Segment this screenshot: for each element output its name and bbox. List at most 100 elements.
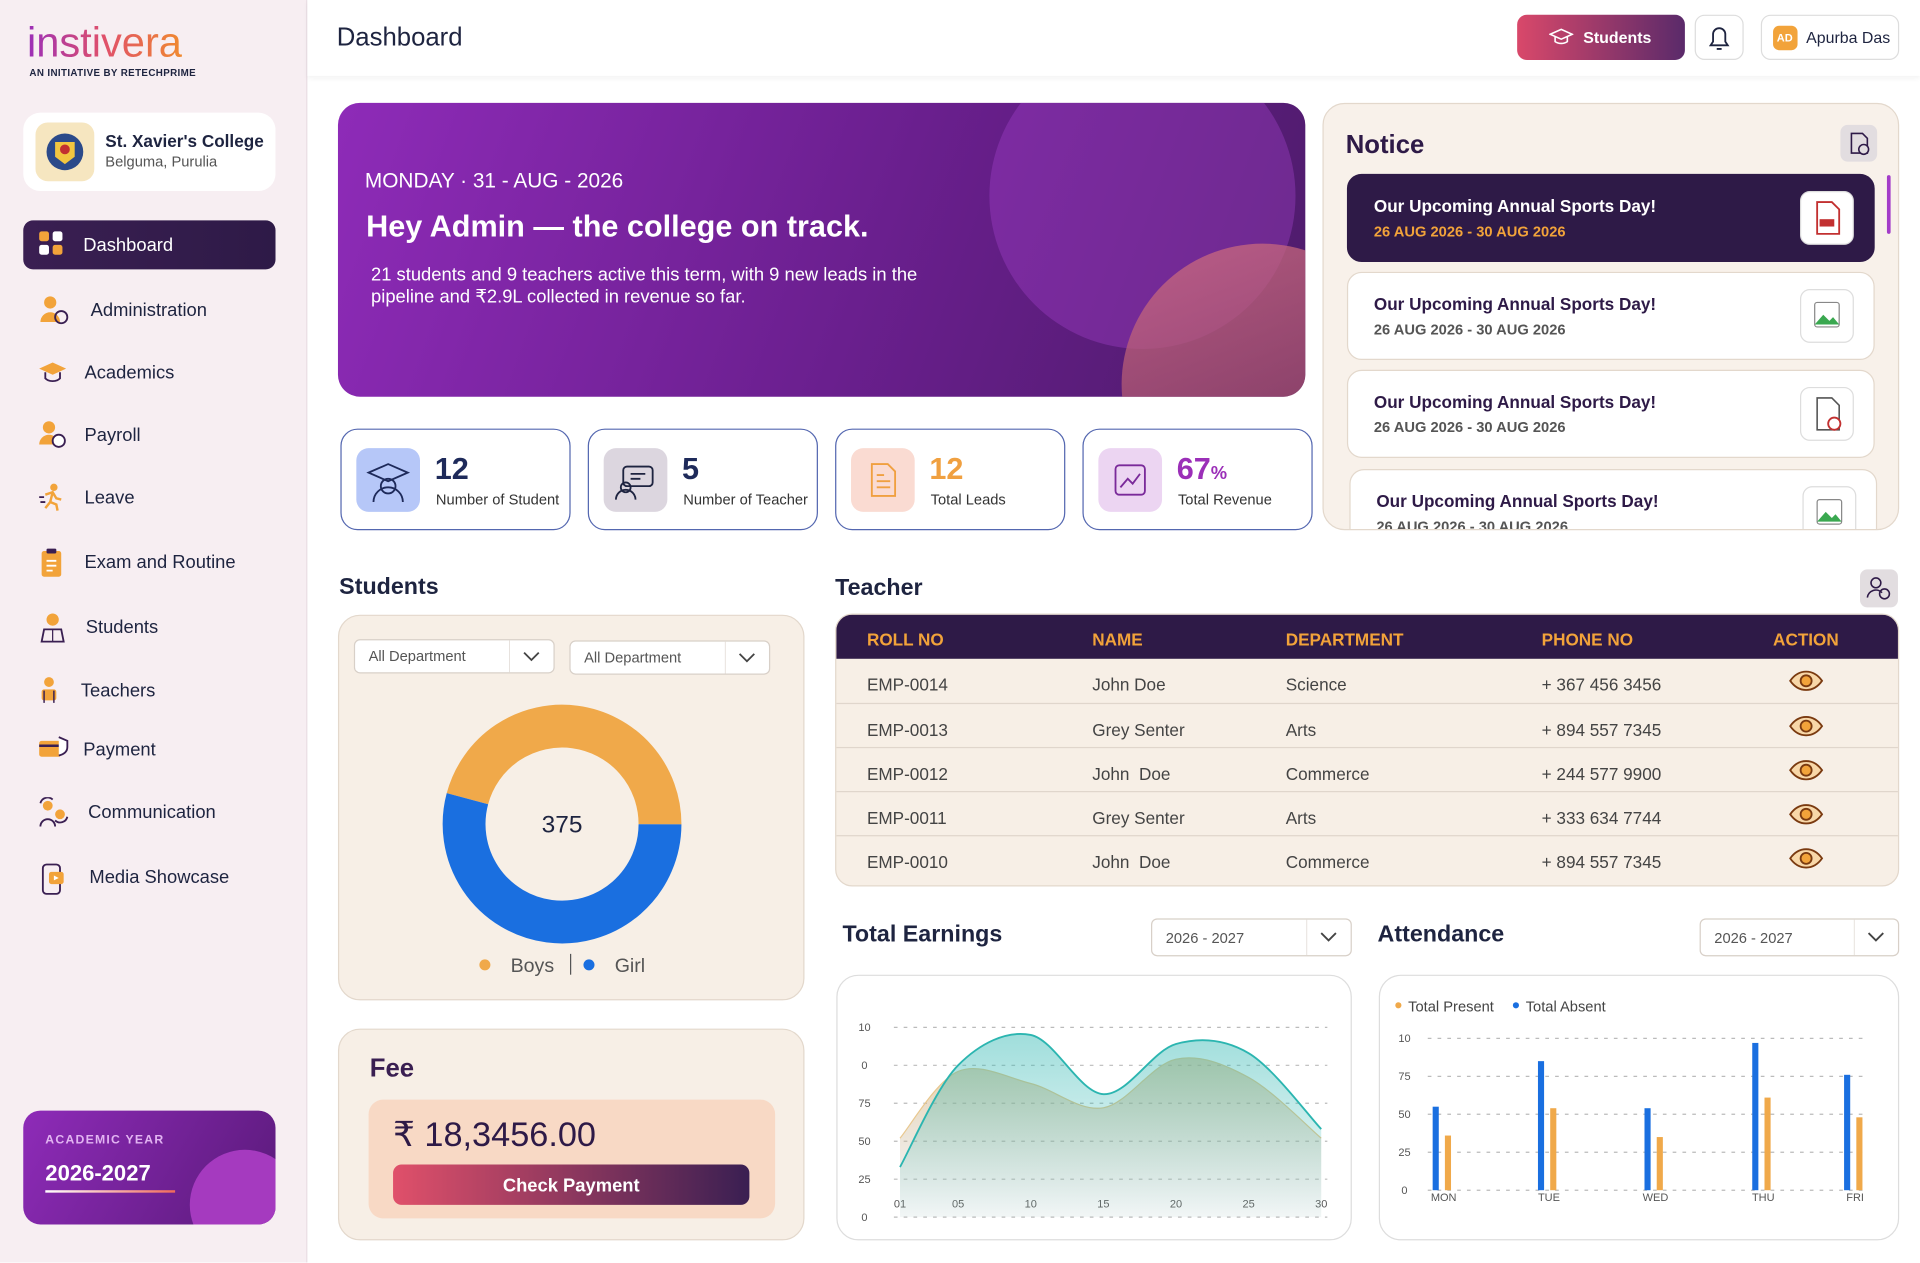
hero-banner: MONDAY · 31 - AUG - 2026 Hey Admin — the… (337, 102, 1306, 397)
column-header: ACTION (1773, 629, 1839, 649)
nav-item[interactable]: Exam and Routine (23, 538, 275, 587)
table-cell: EMP-0011 (866, 808, 947, 828)
notice-attachment[interactable] (1800, 191, 1854, 245)
nav-item[interactable]: Media Showcase (23, 852, 275, 901)
user-name: Apurba Das (1806, 28, 1891, 47)
fee-title: Fee (369, 1054, 415, 1083)
view-button[interactable] (1788, 669, 1825, 693)
stat-label: Number of Student (435, 491, 560, 509)
nav-label: Academics (84, 362, 175, 384)
stat-icon (1098, 448, 1163, 512)
notice-panel: Notice Our Upcoming Annual Sports Day! 26… (1322, 102, 1900, 531)
nav-item[interactable]: Administration (23, 285, 275, 334)
notice-item[interactable]: Our Upcoming Annual Sports Day! 26 AUG 20… (1346, 369, 1875, 458)
notice-title: Notice (1345, 131, 1425, 160)
college-name: St. Xavier's College (105, 131, 264, 151)
fee-box: ₹ 18,3456.00 Check Payment (368, 1099, 776, 1219)
sidebar: instivera AN INITIATIVE BY RETECHPRIME S… (0, 0, 308, 1263)
nav-item[interactable]: Dashboard (23, 220, 276, 270)
stat-card[interactable]: 12 Total Leads (835, 428, 1066, 531)
avatar: AD (1773, 25, 1798, 51)
notice-item-title: Our Upcoming Annual Sports Day! (1373, 195, 1657, 216)
nav-item[interactable]: Teachers (23, 666, 275, 715)
stat-label: Number of Teacher (683, 491, 808, 509)
students-button[interactable]: Students (1517, 14, 1685, 61)
table-cell: Arts (1285, 720, 1317, 740)
table-row: EMP-0014 John Doe Science + 367 456 3456 (836, 659, 1898, 703)
eye-icon (1789, 670, 1824, 691)
decor-circle (189, 1149, 276, 1225)
table-cell: Science (1285, 674, 1347, 695)
eye-icon (1789, 760, 1824, 781)
eye-icon (1789, 848, 1824, 869)
table-row: EMP-0012 John Doe Commerce + 244 577 9900 (836, 746, 1898, 792)
table-header: ROLL NO NAME DEPARTMENT PHONE NO ACTION (836, 614, 1898, 659)
stat-number: 67 (1176, 451, 1211, 487)
nav-label: Leave (84, 487, 135, 509)
table-cell: + 333 634 7744 (1541, 808, 1662, 828)
nav-item[interactable]: Academics (23, 348, 275, 397)
notification-button[interactable] (1694, 14, 1744, 61)
year-select[interactable]: 2026 - 2027 (1699, 918, 1900, 957)
notice-item-title: Our Upcoming Annual Sports Day! (1373, 293, 1657, 314)
view-button[interactable] (1788, 802, 1825, 826)
table-row: EMP-0011 Grey Senter Arts + 333 634 7744 (836, 791, 1898, 836)
nav-item[interactable]: Leave (23, 473, 275, 522)
notice-attachment[interactable] (1800, 386, 1854, 441)
hero-heading: Hey Admin — the college on track. (366, 209, 869, 244)
eye-icon (1789, 804, 1824, 825)
table-row: EMP-0010 John Doe Commerce + 894 557 7345 (836, 835, 1898, 880)
notice-item[interactable]: Our Upcoming Annual Sports Day! 26 AUG 20… (1346, 173, 1875, 263)
notice-attachment[interactable] (1800, 288, 1854, 343)
table-cell: EMP-0013 (866, 720, 948, 740)
user-menu[interactable]: AD Apurba Das (1760, 14, 1900, 61)
add-teacher-button[interactable] (1860, 569, 1898, 608)
stat-label: Total Revenue (1177, 491, 1272, 509)
view-button[interactable] (1788, 758, 1825, 782)
nav-label: Payroll (84, 424, 141, 446)
academic-year-value: 2026-2027 (45, 1160, 151, 1186)
college-card[interactable]: St. Xavier's College Belguma, Purulia (23, 112, 276, 192)
logo[interactable]: instivera (26, 19, 182, 67)
table-cell: + 244 577 9900 (1541, 764, 1662, 784)
stat-unit: % (1210, 462, 1228, 484)
nav-item[interactable]: Communication (23, 787, 275, 836)
check-payment-button[interactable]: Check Payment (393, 1164, 750, 1205)
hero-date: MONDAY · 31 - AUG - 2026 (364, 168, 624, 193)
department-filter[interactable]: All Department (569, 640, 771, 675)
view-button[interactable] (1788, 714, 1825, 738)
notice-item[interactable]: Our Upcoming Annual Sports Day! 26 AUG 20… (1349, 468, 1878, 531)
table-cell: John Doe (1092, 852, 1171, 872)
year-select[interactable]: 2026 - 2027 (1151, 918, 1352, 957)
notice-item-date: 26 AUG 2026 - 30 AUG 2026 (1373, 222, 1566, 241)
nav-label: Teachers (80, 680, 156, 702)
filter-label: All Department (584, 648, 682, 667)
stat-card[interactable]: 5 Number of Teacher (587, 428, 818, 531)
nav-label: Dashboard (83, 235, 174, 256)
students-card: All Department All Department (337, 614, 805, 1001)
notice-item-date: 26 AUG 2026 - 30 AUG 2026 (1373, 418, 1566, 436)
view-button[interactable] (1788, 846, 1825, 870)
year-label: 2026 - 2027 (1714, 929, 1793, 947)
academic-year-label: ACADEMIC YEAR (45, 1133, 165, 1148)
table-cell: Commerce (1285, 852, 1370, 872)
nav-item[interactable]: Payment (23, 725, 275, 774)
college-location: Belguma, Purulia (105, 153, 218, 171)
stat-value: 12 (929, 451, 964, 487)
column-header: ROLL NO (866, 629, 944, 649)
department-filter[interactable]: All Department (353, 639, 555, 674)
column-header: DEPARTMENT (1285, 629, 1404, 649)
column-header: PHONE NO (1541, 629, 1634, 649)
stat-card[interactable]: 67% Total Revenue (1082, 428, 1313, 531)
scrollbar[interactable] (1886, 175, 1891, 234)
stat-card[interactable]: 12 Number of Student (340, 428, 571, 531)
notice-add-button[interactable] (1840, 124, 1878, 162)
nav-item[interactable]: Students (23, 602, 275, 651)
notice-item[interactable]: Our Upcoming Annual Sports Day! 26 AUG 20… (1346, 271, 1875, 361)
notice-item-date: 26 AUG 2026 - 30 AUG 2026 (1376, 517, 1568, 531)
nav-item[interactable]: Payroll (23, 410, 275, 459)
notice-item-date: 26 AUG 2026 - 30 AUG 2026 (1373, 320, 1566, 338)
notice-attachment[interactable] (1802, 486, 1857, 529)
